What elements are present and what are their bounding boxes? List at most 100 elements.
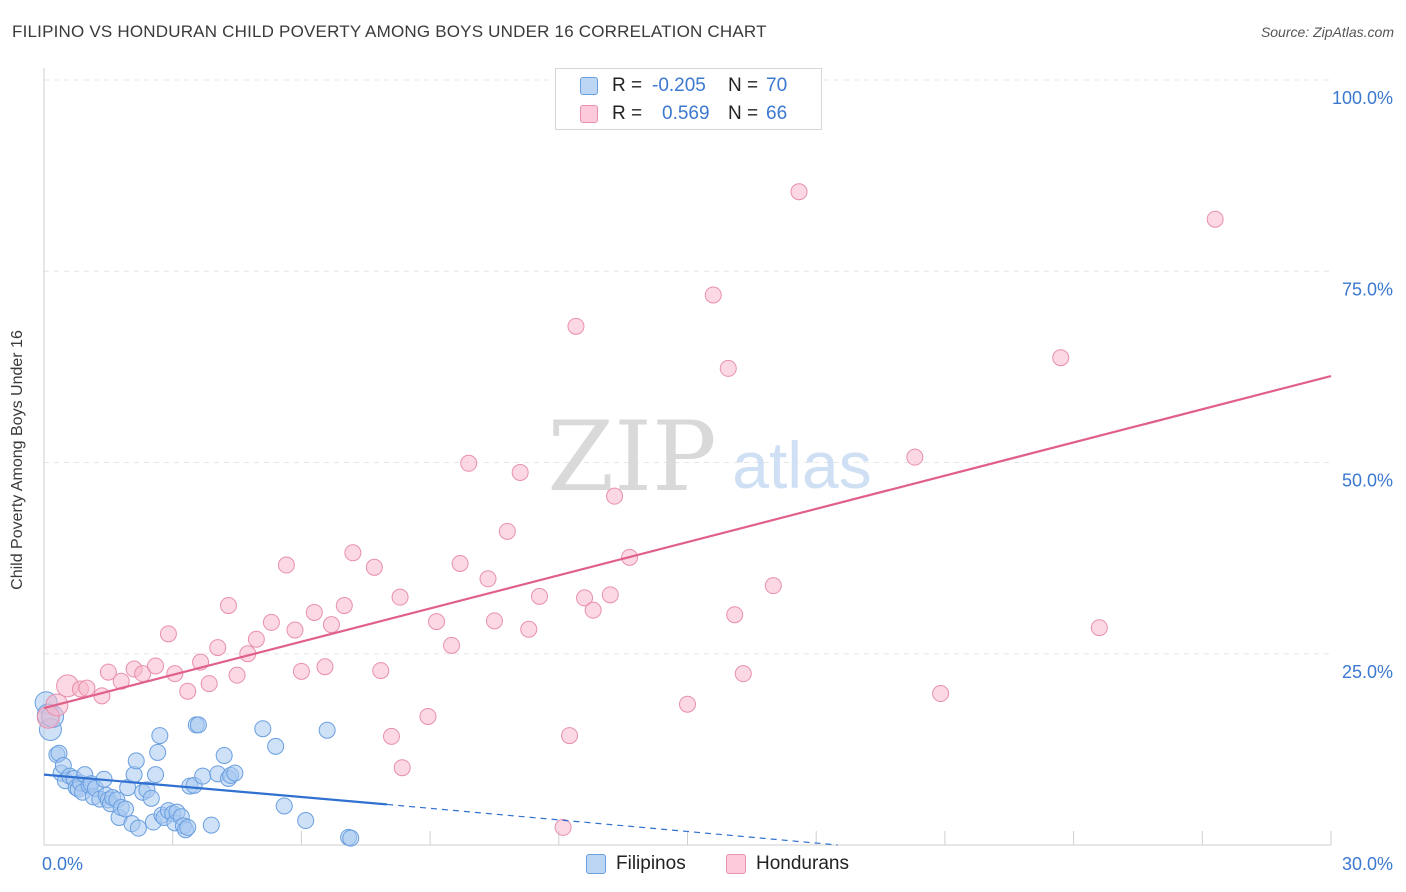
bottom-legend-label-hondurans: Hondurans (756, 853, 849, 874)
point-hondurans (734, 665, 752, 683)
point-filipinos (275, 797, 293, 815)
legend-row-filipinos: R = -0.205 N = 70 (580, 73, 787, 99)
point-hondurans (932, 685, 950, 703)
point-hondurans (576, 589, 594, 607)
point-hondurans (790, 183, 808, 201)
point-hondurans (1052, 349, 1070, 367)
point-hondurans (209, 639, 227, 657)
tick-labels: 100.0% 75.0% 50.0% 25.0% 0.0% 30.0% (42, 88, 1393, 874)
legend-n-value: 70 (766, 75, 788, 96)
bottom-legend-swatch-filipinos (586, 854, 606, 874)
point-hondurans (704, 286, 722, 304)
point-filipinos (202, 816, 220, 834)
point-hondurans (428, 613, 446, 631)
point-hondurans (99, 663, 117, 681)
point-filipinos (194, 767, 212, 785)
point-hondurans (305, 603, 323, 621)
point-filipinos (142, 789, 160, 807)
bottom-legend-hondurans: Hondurans (726, 852, 849, 876)
legend-r-value: -0.205 (652, 75, 706, 96)
point-hondurans (719, 359, 737, 377)
trend-line-filipinos (43, 773, 388, 806)
chart-title: FILIPINO VS HONDURAN CHILD POVERTY AMONG… (12, 22, 767, 41)
point-hondurans (530, 587, 548, 605)
point-filipinos (151, 727, 169, 745)
point-hondurans (286, 621, 304, 639)
legend-n-label: N = (728, 103, 759, 124)
point-hondurans (451, 554, 469, 572)
point-hondurans (382, 727, 400, 745)
point-hondurans (485, 612, 503, 630)
point-hondurans (479, 570, 497, 588)
point-hondurans (228, 666, 246, 684)
point-hondurans (147, 657, 165, 675)
point-hondurans (511, 463, 529, 481)
point-hondurans (93, 687, 111, 705)
point-hondurans (460, 454, 478, 472)
point-filipinos (297, 812, 315, 830)
point-hondurans (262, 613, 280, 631)
point-hondurans (1206, 210, 1224, 228)
point-filipinos (179, 818, 197, 836)
point-hondurans (78, 679, 96, 697)
watermark: ZIP atlas (547, 401, 871, 513)
point-hondurans (316, 658, 334, 676)
y-tick-label: 75.0% (1342, 279, 1393, 299)
point-hondurans (292, 662, 310, 680)
point-hondurans (247, 630, 265, 648)
point-filipinos (226, 764, 244, 782)
point-hondurans (443, 636, 461, 654)
point-filipinos (189, 716, 207, 734)
legend-swatch-filipinos (580, 77, 598, 95)
point-hondurans (391, 588, 409, 606)
bottom-legend-filipinos: Filipinos (586, 852, 686, 876)
point-hondurans (419, 707, 437, 725)
point-filipinos (254, 720, 272, 738)
point-filipinos (318, 721, 336, 739)
point-filipinos (215, 746, 233, 764)
point-hondurans (554, 818, 572, 836)
watermark-zip: ZIP (547, 401, 716, 513)
y-tick-label: 50.0% (1342, 471, 1393, 491)
point-hondurans (906, 448, 924, 466)
point-hondurans (498, 522, 516, 540)
point-hondurans (601, 586, 619, 604)
legend-swatch-hondurans (580, 105, 598, 123)
bottom-legend-label-filipinos: Filipinos (616, 853, 686, 874)
legend-n-value: 66 (766, 103, 788, 124)
point-hondurans (335, 597, 353, 615)
x-tick-label: 0.0% (42, 854, 83, 874)
trend-line-filipinos-extension (387, 803, 838, 846)
point-filipinos (342, 829, 360, 847)
legend-row-hondurans: R = 0.569 N = 66 (580, 101, 787, 127)
point-filipinos (149, 743, 167, 761)
point-hondurans (372, 662, 390, 680)
point-filipinos (117, 800, 135, 818)
point-hondurans (726, 606, 744, 624)
bottom-legend-swatch-hondurans (726, 854, 746, 874)
legend-r-value: 0.569 (662, 103, 710, 124)
point-filipinos (147, 766, 165, 784)
point-hondurans (277, 556, 295, 574)
point-hondurans (764, 577, 782, 595)
legend-n-label: N = (728, 75, 759, 96)
x-tick-label: 30.0% (1342, 854, 1393, 874)
point-hondurans (567, 317, 585, 335)
point-hondurans (365, 558, 383, 576)
point-hondurans (393, 759, 411, 777)
point-filipinos (129, 819, 147, 837)
point-hondurans (1090, 619, 1108, 637)
point-hondurans (679, 695, 696, 713)
source-label: Source: ZipAtlas.com (1260, 24, 1394, 40)
point-filipinos (267, 737, 285, 755)
correlation-legend: R = -0.205 N = 70 R = 0.569 N = 66 (555, 68, 822, 130)
legend-r-label: R = (612, 103, 643, 124)
point-hondurans (561, 727, 579, 745)
trend-line-hondurans (43, 374, 1332, 710)
point-hondurans (584, 601, 602, 619)
point-hondurans (344, 544, 362, 562)
point-hondurans (219, 597, 237, 615)
point-hondurans (322, 616, 340, 634)
watermark-atlas: atlas (732, 428, 871, 502)
